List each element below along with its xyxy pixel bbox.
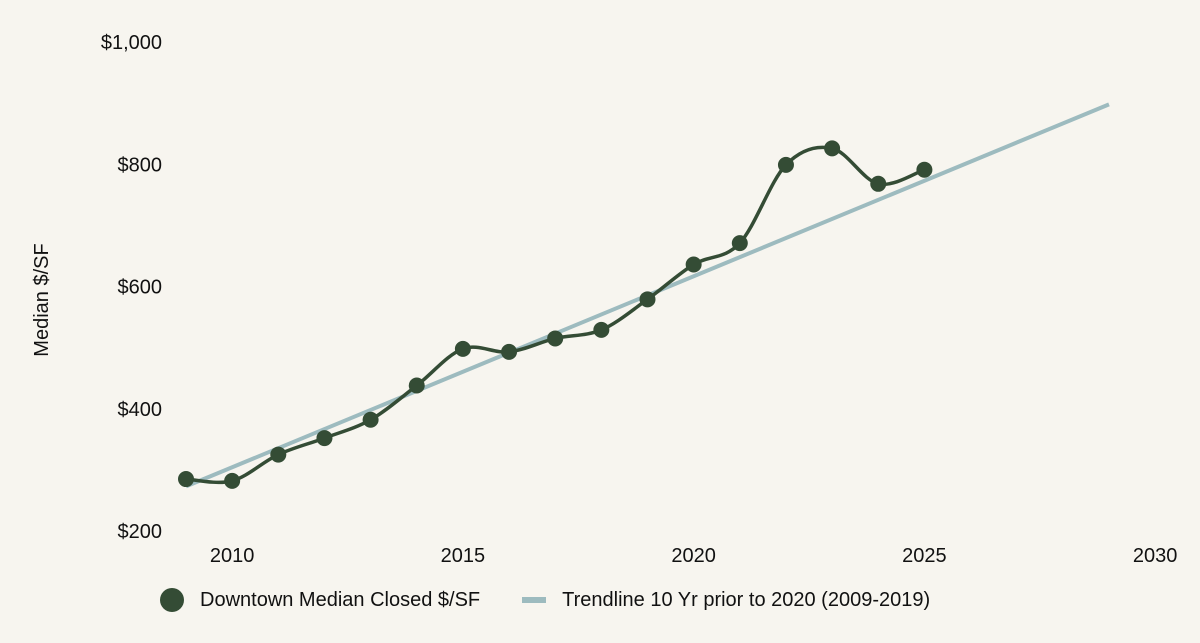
legend-series-marker <box>160 588 184 612</box>
data-point <box>870 175 887 192</box>
data-point <box>639 291 656 308</box>
data-point <box>547 330 564 347</box>
data-point <box>685 256 702 273</box>
x-tick-label: 2020 <box>671 545 716 567</box>
x-tick-label: 2015 <box>441 545 486 567</box>
y-tick-label: $1,000 <box>101 32 162 54</box>
y-axis-label: Median $/SF <box>31 243 53 356</box>
data-point <box>270 446 287 463</box>
data-point <box>731 235 748 252</box>
y-tick-label: $800 <box>118 154 163 176</box>
x-axis-ticks: 2010 2015 2020 2025 2030 <box>210 545 1178 567</box>
legend: Downtown Median Closed $/SF Trendline 10… <box>160 588 972 612</box>
y-axis-ticks: $200 $400 $600 $800 $1,000 <box>101 32 162 543</box>
legend-trendline-label: Trendline 10 Yr prior to 2020 (2009-2019… <box>562 588 931 611</box>
data-point <box>408 377 425 394</box>
x-tick-label: 2030 <box>1133 545 1178 567</box>
legend-item-trendline: Trendline 10 Yr prior to 2020 (2009-2019… <box>522 589 930 612</box>
data-point <box>824 140 841 157</box>
legend-trendline-marker <box>522 597 547 603</box>
data-point <box>916 161 933 178</box>
data-point <box>362 411 379 428</box>
y-tick-label: $600 <box>118 277 163 299</box>
data-point <box>593 321 610 338</box>
y-tick-label: $400 <box>118 399 163 421</box>
data-points <box>178 140 933 489</box>
x-tick-label: 2025 <box>902 545 947 567</box>
data-point <box>224 472 241 489</box>
data-point <box>777 156 794 173</box>
data-point <box>178 471 194 488</box>
legend-series-label: Downtown Median Closed $/SF <box>200 588 481 611</box>
legend-item-series: Downtown Median Closed $/SF <box>160 588 480 612</box>
x-tick-label: 2010 <box>210 545 255 567</box>
data-point <box>501 343 518 360</box>
y-tick-label: $200 <box>118 521 163 543</box>
data-point <box>454 340 471 357</box>
data-point <box>316 430 333 447</box>
